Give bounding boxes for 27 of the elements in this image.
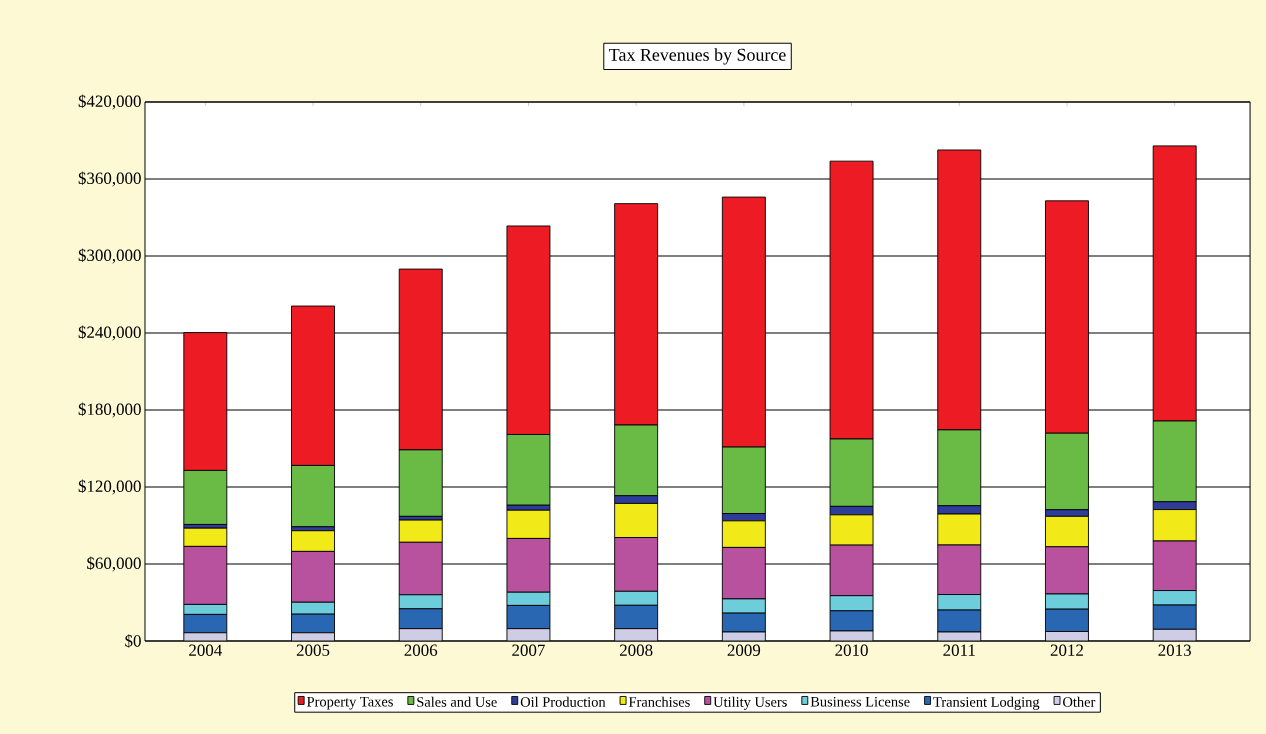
chart-title: Tax Revenues by Source [609, 48, 786, 65]
x-tick-label: 2012 [1050, 644, 1083, 656]
y-tick-label: $360,000 [78, 171, 141, 187]
legend-label: Oil Production [520, 696, 606, 707]
legend-label: Sales and Use [417, 696, 497, 707]
y-tick-label: $300,000 [78, 248, 141, 264]
y-tick-label: $420,000 [78, 94, 141, 110]
y-tick-label: $0 [125, 634, 141, 648]
legend-label: Business License [810, 696, 910, 707]
legend-label: Utility Users [713, 696, 787, 710]
x-tick-label: 2013 [1158, 644, 1191, 656]
x-tick-label: 2011 [943, 644, 975, 656]
y-tick-label: $180,000 [78, 402, 141, 418]
x-tick-label: 2006 [404, 644, 438, 656]
legend-label: Other [1063, 696, 1096, 707]
x-tick-label: 2009 [727, 644, 761, 656]
x-tick-label: 2007 [512, 644, 545, 656]
x-tick-label: 2004 [189, 644, 222, 656]
x-tick-label: 2005 [296, 644, 330, 656]
x-tick-label: 2010 [835, 644, 868, 656]
legend-label: Transient Lodging [933, 696, 1040, 710]
y-tick-label: $240,000 [78, 325, 141, 341]
legend-label: Franchises [628, 696, 690, 707]
x-tick-label: 2008 [619, 644, 653, 656]
legend-label: Property Taxes [307, 696, 393, 710]
y-tick-label: $120,000 [78, 479, 141, 495]
y-tick-label: $60,000 [87, 556, 141, 572]
